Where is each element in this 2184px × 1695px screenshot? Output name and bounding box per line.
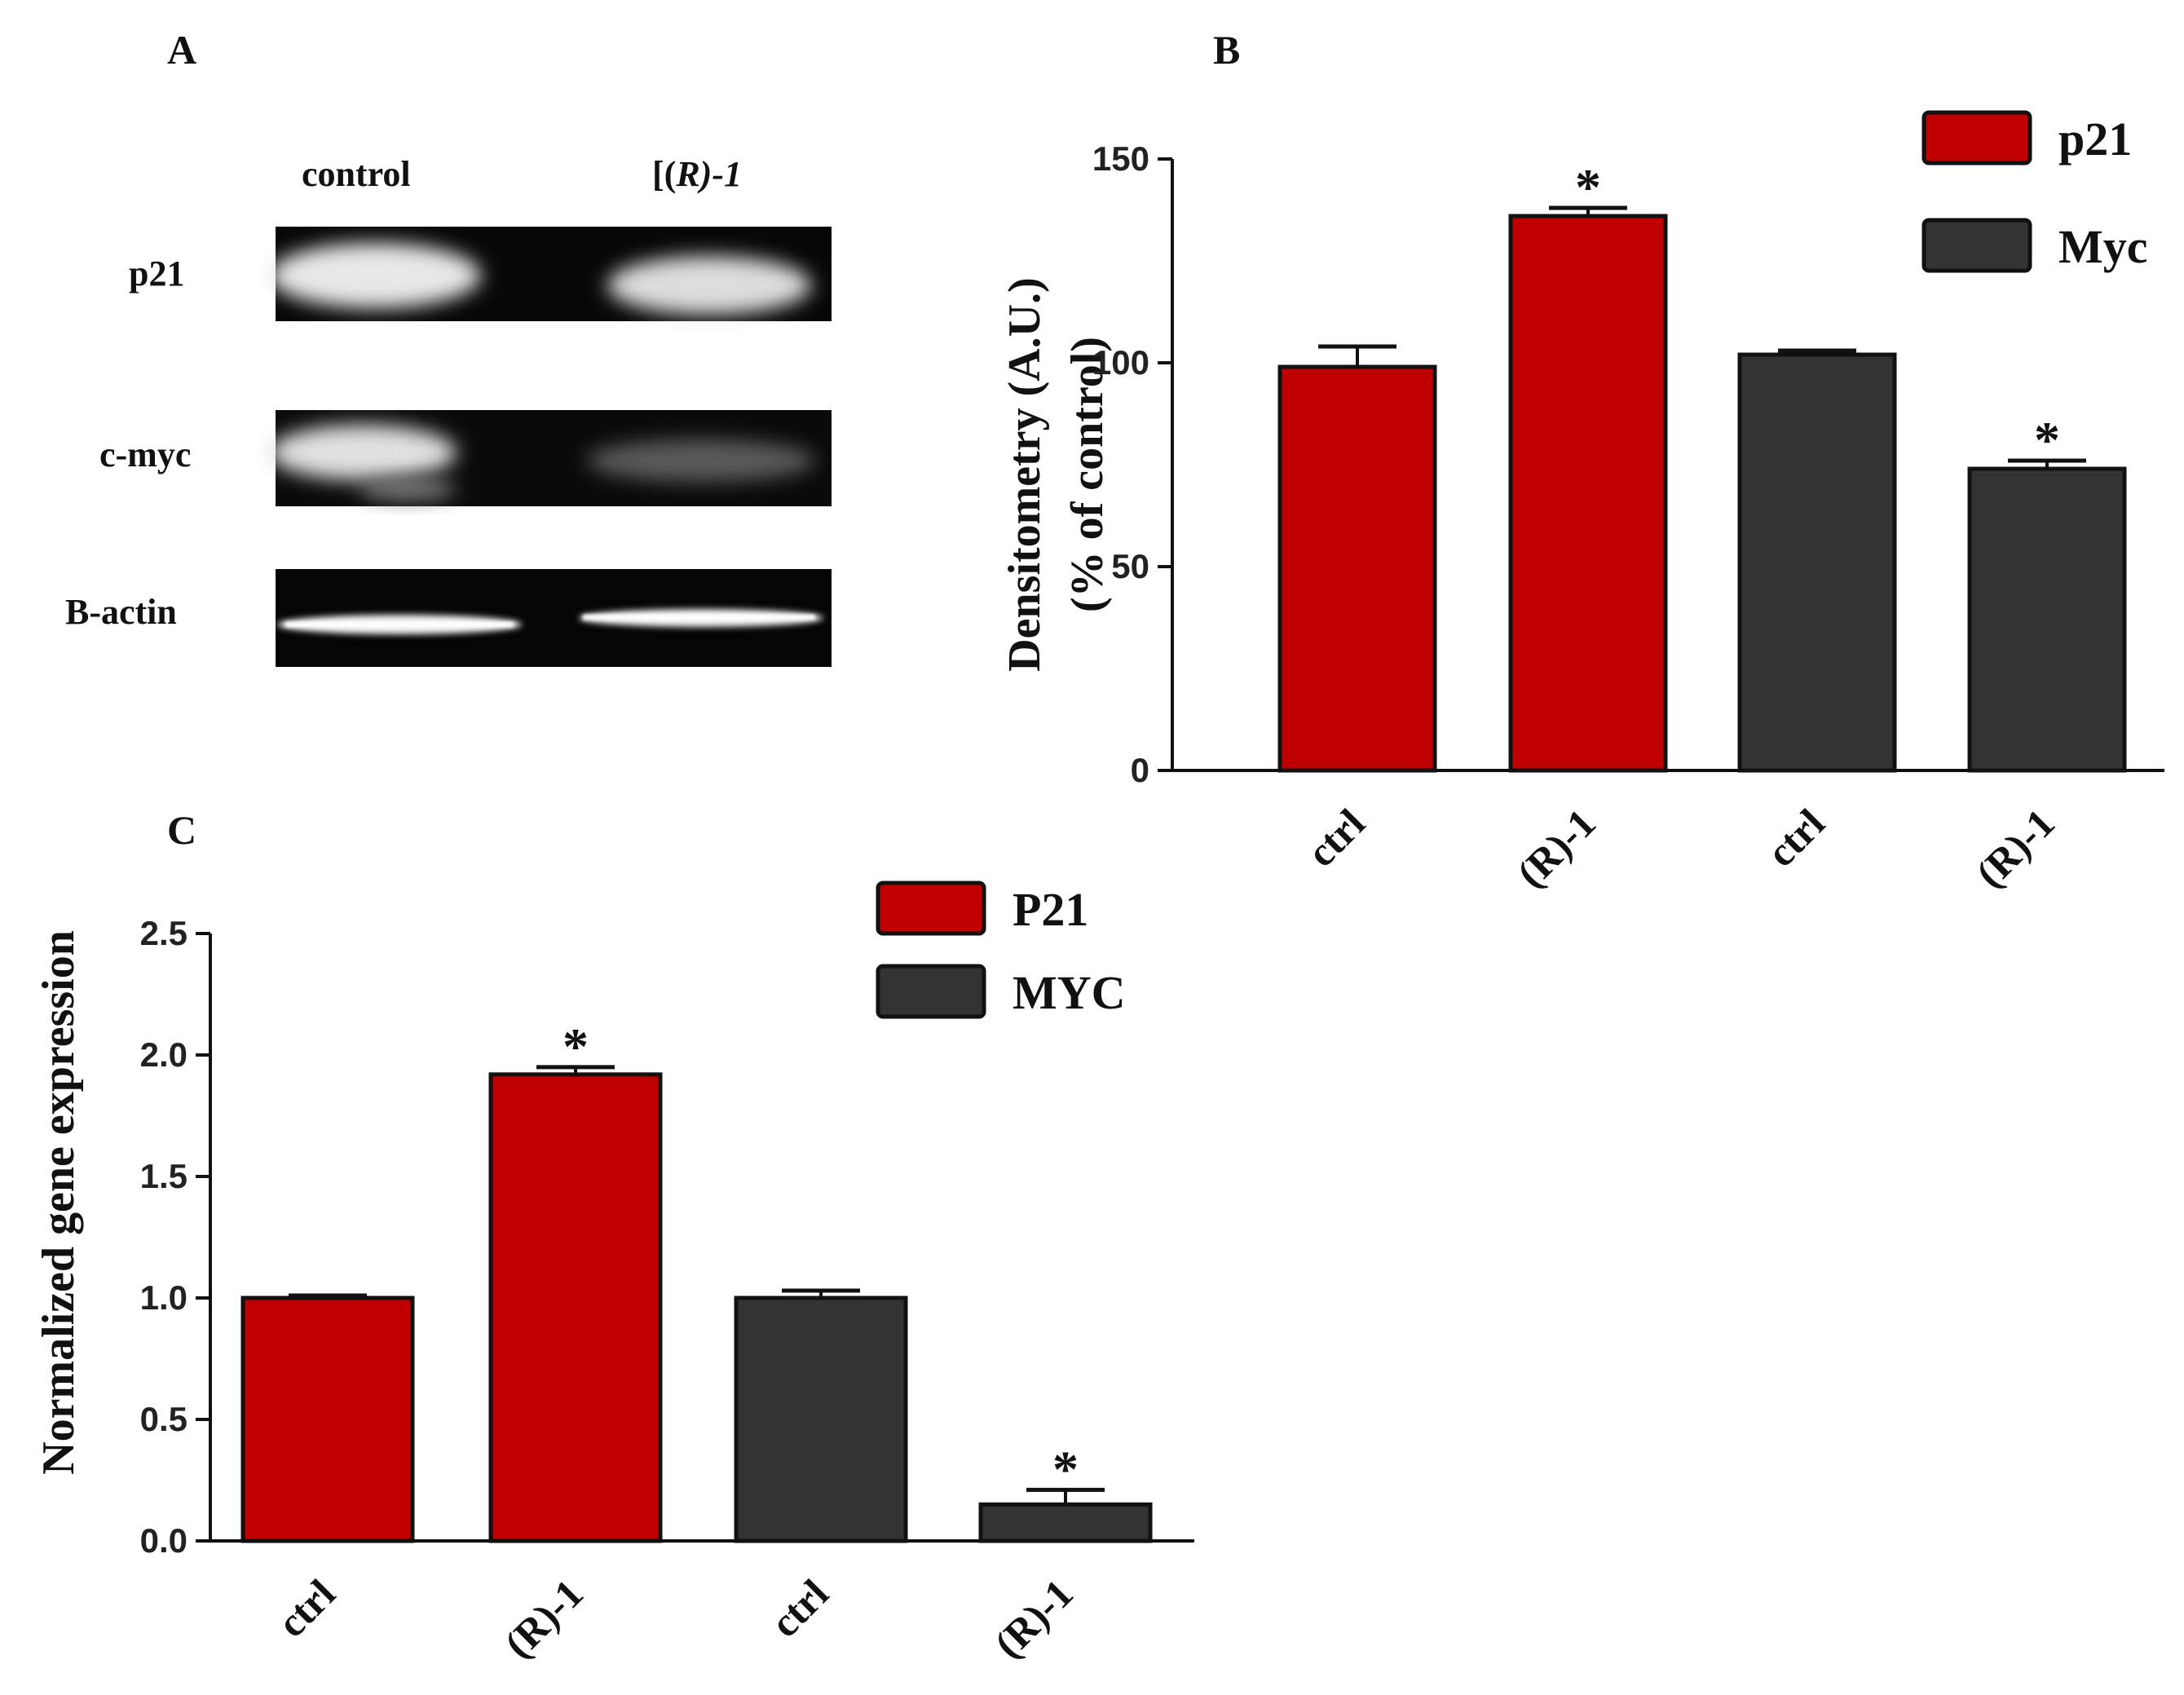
chart-c-category-label: (R)-1 <box>986 1570 1082 1666</box>
blot-strip-cmyc <box>269 410 832 506</box>
chart-c-ytick-label: 2.0 <box>140 1035 188 1074</box>
chart-b-legend-swatch <box>1921 110 2032 166</box>
chart-c-ytick-label: 1.0 <box>140 1278 188 1317</box>
chart-b-category-label: (R)-1 <box>1967 800 2063 896</box>
chart-b-category-label: (R)-1 <box>1508 800 1604 896</box>
chart-c-legend-label: P21 <box>1013 883 1088 936</box>
chart-b-category-label: ctrl <box>1298 800 1374 876</box>
chart-c-significance-star: * <box>1052 1440 1079 1498</box>
chart-c-category-label: ctrl <box>268 1570 344 1646</box>
blot-strip-bactin <box>276 569 832 667</box>
chart-b-category-label: ctrl <box>1758 800 1833 876</box>
chart-b-ytick-label: 0 <box>1131 751 1149 789</box>
chart-b-significance-star: * <box>1575 158 1601 216</box>
chart-b-ylabel-line1: Densitometry (A.U.) <box>999 277 1050 672</box>
panel-letter-a: A <box>167 27 196 73</box>
chart-c-legend-label: MYC <box>1013 966 1126 1019</box>
chart-b-bar <box>1277 364 1437 773</box>
chart-c-ytick-label: 0.5 <box>140 1400 188 1438</box>
chart-b-bar <box>1508 214 1668 773</box>
chart-b-ytick-label: 150 <box>1092 139 1149 178</box>
chart-b-ytick-label: 100 <box>1092 343 1149 382</box>
chart-b-bar <box>1967 466 2127 773</box>
blot-strip-p21 <box>269 227 832 321</box>
chart-b-ytick-label: 50 <box>1111 547 1149 585</box>
chart-c-ytick-label: 2.5 <box>140 914 188 952</box>
blot-column-treated: [(R)-1 <box>652 154 742 194</box>
blot-row-label-bactin: B-actin <box>65 592 177 632</box>
chart-c-bar <box>488 1072 663 1543</box>
chart-b: Densitometry (A.U.) (% of control) 0 50 10… <box>999 110 2164 896</box>
panel-letter-c: C <box>167 807 196 853</box>
chart-c-bar <box>734 1296 908 1543</box>
blot-row-label-p21: p21 <box>129 254 184 294</box>
chart-b-significance-star: * <box>2034 411 2060 469</box>
chart-c-bar <box>978 1502 1153 1543</box>
chart-c-significance-star: * <box>563 1017 589 1075</box>
chart-c-ytick-label: 1.5 <box>140 1157 188 1195</box>
chart-c-bar <box>240 1296 415 1543</box>
chart-c-ytick-label: 0.0 <box>140 1521 188 1560</box>
chart-c-category-label: ctrl <box>761 1570 837 1646</box>
blot-row-label-cmyc: c-myc <box>99 435 191 475</box>
chart-c-category-label: (R)-1 <box>496 1570 592 1666</box>
chart-c-legend-swatch <box>876 881 986 936</box>
blot-column-control: control <box>302 154 411 194</box>
western-blot: control [(R)-1 p21 c-myc B-actin <box>65 154 832 667</box>
chart-b-bar <box>1737 352 1897 773</box>
panel-letter-b: B <box>1213 27 1240 73</box>
chart-c-ylabel: Normalized gene expression <box>33 930 84 1475</box>
chart-b-legend-swatch <box>1921 218 2032 273</box>
chart-b-legend-label: p21 <box>2058 113 2132 166</box>
chart-b-ylabel-line2: (% of control) <box>1062 337 1113 612</box>
chart-c: Normalized gene expression 0.0 0.5 1.0 1.5 2… <box>33 881 1194 1666</box>
chart-b-legend-label: Myc <box>2058 220 2148 273</box>
chart-c-legend-swatch <box>876 964 986 1019</box>
